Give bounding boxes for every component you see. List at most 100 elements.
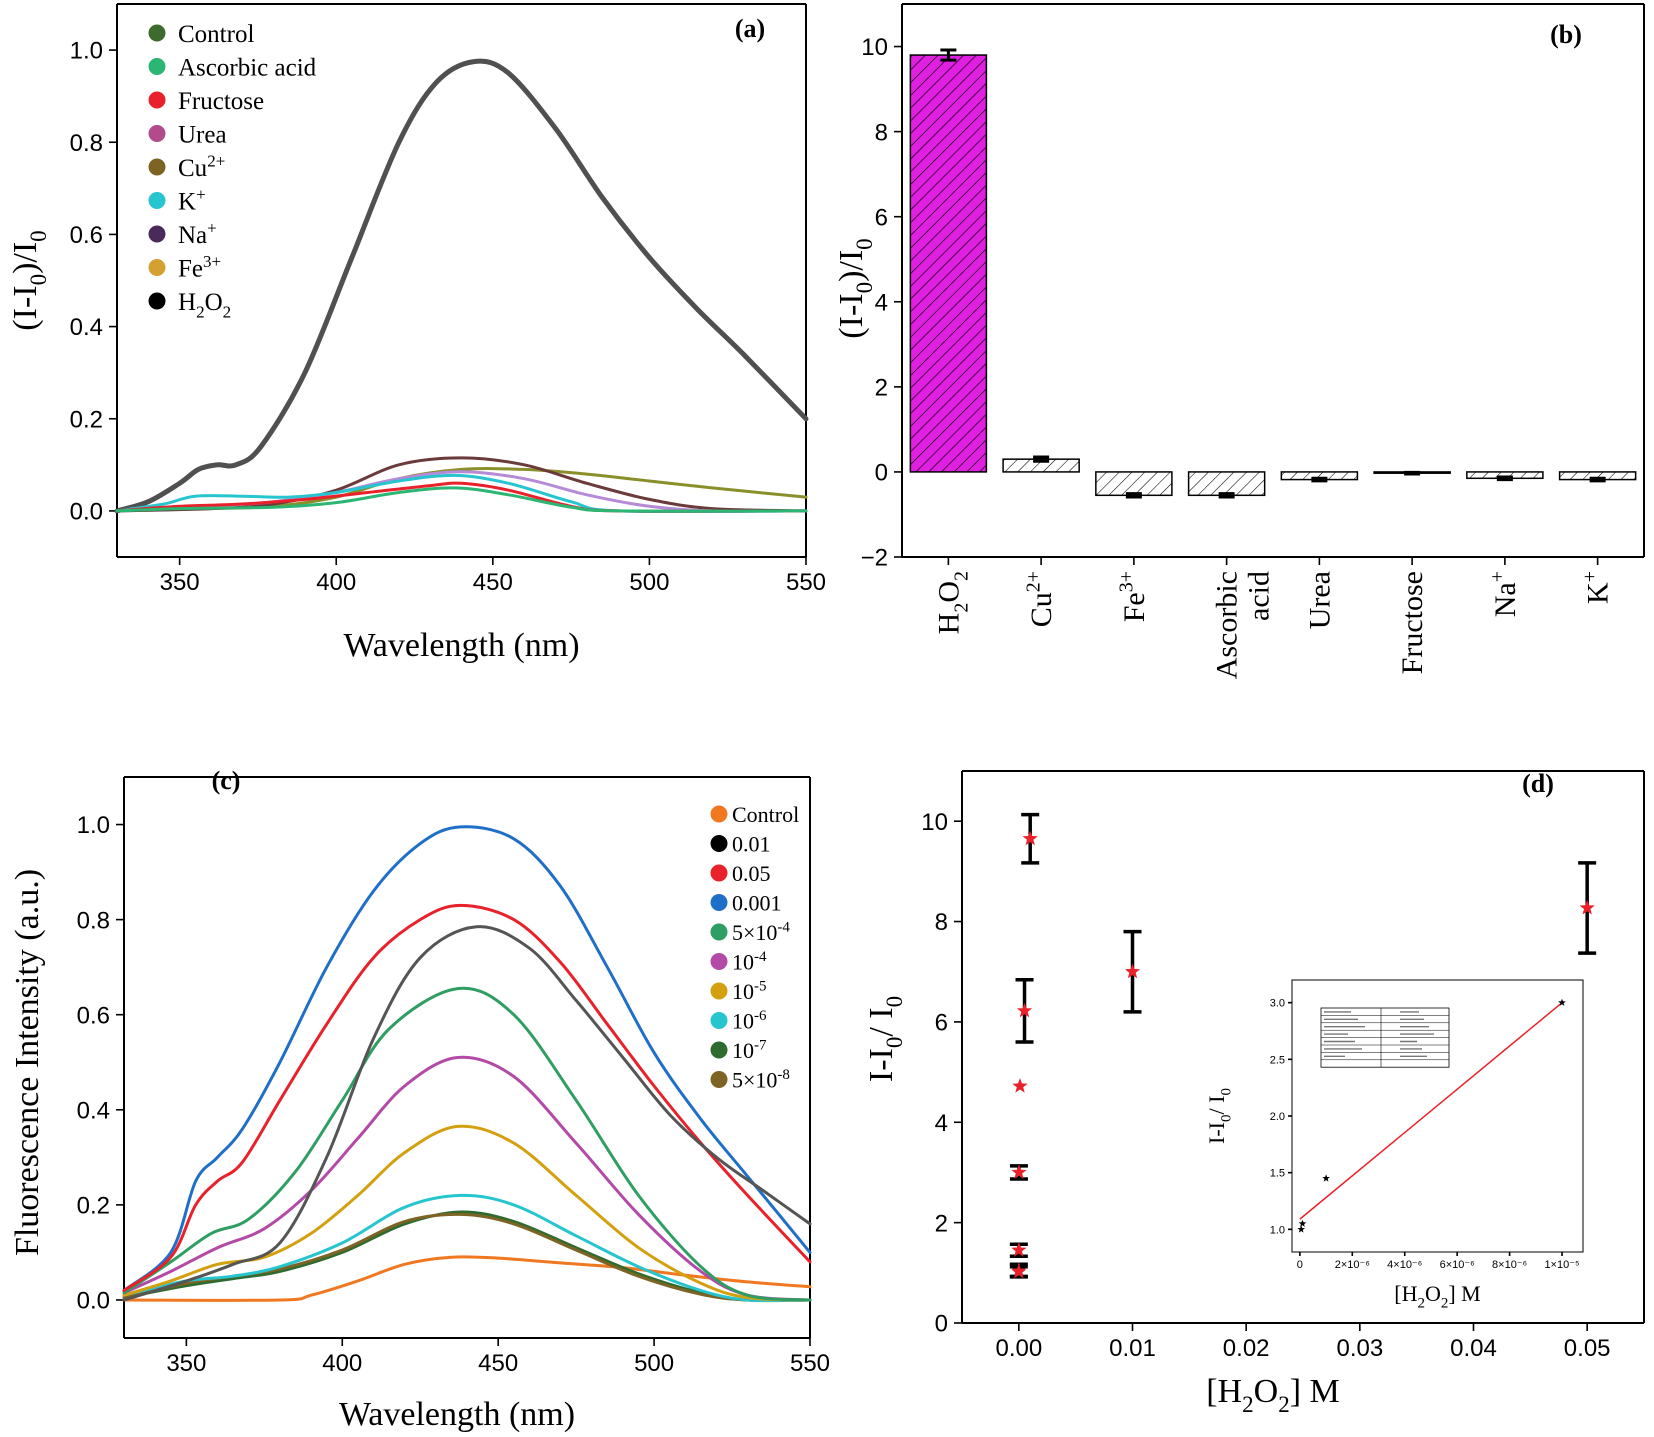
panel-c-legend-label-sup: -4 bbox=[754, 949, 767, 965]
panel-a-legend-label: Na+ bbox=[178, 219, 217, 250]
panel-b-ytick-label: −2 bbox=[861, 545, 888, 572]
panel-d-inset-x-axis-title-sub: 2 bbox=[1441, 1296, 1449, 1312]
panel-c-legend-label: 10-7 bbox=[732, 1038, 767, 1063]
panel-a-y-axis-title: (I-I0)/I0 bbox=[7, 230, 51, 330]
panel-b-ytick-label: 8 bbox=[875, 119, 888, 146]
panel-d-y-axis-title-sub: 0 bbox=[882, 1037, 907, 1049]
panel-b-ytick-label: 4 bbox=[875, 289, 888, 316]
panel-a-legend-label-sup: + bbox=[207, 219, 217, 238]
panel-a-ytick-label: 0.4 bbox=[70, 314, 103, 341]
panel-a-series-line bbox=[114, 58, 809, 514]
panel-a-y-axis-title-sub: 0 bbox=[26, 230, 51, 242]
panel-c-xtick-label: 550 bbox=[790, 1350, 830, 1377]
panel-d-data-point bbox=[1022, 830, 1038, 846]
panel-b-label: (b) bbox=[1550, 20, 1582, 49]
panel-c-ytick-label: 0.8 bbox=[77, 907, 110, 934]
panel-a-emission-spectra: 0.0 0.2 0.4 0.6 0.8 1.0 350 400 450 500 550 Control… bbox=[7, 3, 826, 664]
panel-d-inset-point bbox=[1558, 998, 1566, 1006]
panel-d-inset-y-axis-title-sub: 0 bbox=[1219, 1088, 1235, 1096]
panel-c-legend-marker bbox=[710, 982, 728, 1000]
panel-c-ytick-label: 0.0 bbox=[77, 1288, 110, 1315]
panel-a-legend-label: Urea bbox=[178, 122, 227, 149]
panel-a-legend-label: H2O2 bbox=[178, 289, 231, 322]
panel-c-legend-label: 0.01 bbox=[732, 832, 771, 857]
panel-a-ytick-label: 1.0 bbox=[70, 38, 103, 65]
panel-c-xtick-label: 400 bbox=[322, 1350, 362, 1377]
panel-d-inset-y-axis-title: I-I0/ I0 bbox=[1204, 1088, 1235, 1144]
panel-c-legend-label-sup: -7 bbox=[754, 1038, 767, 1054]
panel-c-legend-label-part: 10 bbox=[732, 1009, 754, 1034]
panel-a-legend-label-sup: + bbox=[196, 185, 206, 204]
panel-a-legend-marker bbox=[148, 292, 166, 310]
panel-d-label: (d) bbox=[1522, 769, 1554, 798]
panel-d-inset-y-axis-title-sub: 0 bbox=[1219, 1114, 1235, 1122]
panel-c-series-line bbox=[122, 1124, 812, 1302]
panel-a-legend-label-part: Na bbox=[178, 222, 207, 249]
panel-b-category-label-part: Fructose bbox=[1396, 571, 1429, 674]
panel-d-inset-xtick-label: 1×10⁻⁵ bbox=[1544, 1259, 1579, 1271]
panel-a-legend-marker bbox=[148, 24, 166, 42]
panel-c-legend-label-part: Control bbox=[732, 802, 799, 827]
panel-c-legend-label-sup: -8 bbox=[777, 1067, 790, 1083]
panel-a-legend-label: Control bbox=[178, 21, 254, 48]
panel-d-y-axis-title: I-I0/ I0 bbox=[863, 996, 907, 1082]
panel-b-category-label-line2: acid bbox=[1243, 571, 1276, 621]
panel-d-inset-x-axis-title-part: O bbox=[1425, 1281, 1441, 1306]
panel-b-category-label: Cu2+ bbox=[1023, 571, 1058, 627]
panel-c-legend-marker bbox=[710, 1012, 728, 1029]
panel-d-inset-y-axis-title-part: / I bbox=[1204, 1096, 1229, 1115]
panel-a-y-axis-title-part: )/I bbox=[7, 242, 44, 274]
panel-c-legend-label-part: 0.01 bbox=[732, 832, 771, 857]
panel-c-series-line bbox=[122, 925, 812, 1302]
panel-c-legend-label-part: 0.001 bbox=[732, 891, 782, 916]
panel-c-legend-label-sup: -5 bbox=[754, 979, 767, 995]
panel-c-legend-marker bbox=[710, 1071, 728, 1088]
panel-d-x-axis-title-sub: 2 bbox=[1278, 1392, 1290, 1417]
panel-d-inset-xtick-label: 2×10⁻⁶ bbox=[1335, 1259, 1370, 1271]
panel-d-inset-x-axis-title-part: ] M bbox=[1448, 1281, 1480, 1306]
panel-a-legend-marker bbox=[148, 225, 166, 243]
panel-d-data-point bbox=[1011, 1263, 1027, 1279]
panel-a-legend-marker bbox=[148, 125, 166, 142]
panel-b-category-label-sub: 2 bbox=[950, 603, 972, 613]
panel-c-legend-marker bbox=[710, 923, 728, 941]
panel-a-y-axis-title-sub: 0 bbox=[26, 274, 51, 286]
panel-a-legend-label-sup: 3+ bbox=[203, 252, 221, 271]
panel-d-inset-ytick-label: 3.0 bbox=[1270, 998, 1285, 1010]
panel-d-inset-point bbox=[1297, 1225, 1305, 1233]
panel-d-x-axis-title-part: O bbox=[1254, 1373, 1279, 1410]
panel-b-ytick-label: 0 bbox=[875, 460, 888, 487]
panel-a-y-axis-title-part: (I-I bbox=[7, 285, 44, 330]
panel-b-category-label-part: K bbox=[1582, 582, 1615, 604]
panel-c-legend-marker bbox=[710, 894, 728, 911]
panel-c-series-line bbox=[122, 903, 812, 1292]
panel-c-legend-marker bbox=[710, 835, 728, 852]
panel-c-ytick-label: 1.0 bbox=[77, 812, 110, 839]
panel-c-legend-label-part: 5×10 bbox=[732, 920, 777, 945]
panel-b-category-label-part: Cu bbox=[1025, 592, 1058, 627]
panel-b-category-label-part: Na bbox=[1489, 582, 1522, 617]
panel-a-x-axis-title: Wavelength (nm) bbox=[343, 627, 579, 664]
panel-b-category-label-sub: 2 bbox=[950, 571, 972, 581]
panel-d-data-point bbox=[1011, 1242, 1027, 1257]
panel-d-inset-point bbox=[1298, 1219, 1307, 1227]
panel-c-ytick-label: 0.6 bbox=[77, 1002, 110, 1029]
panel-a-legend-label-part: H bbox=[178, 289, 196, 316]
panel-a-legend-label-part: Control bbox=[178, 21, 254, 48]
panel-d-xtick-label: 0.01 bbox=[1109, 1335, 1156, 1362]
panel-d-xtick-label: 0.02 bbox=[1223, 1335, 1270, 1362]
panel-d-inset-point bbox=[1322, 1174, 1330, 1182]
panel-a-legend-label: Fe3+ bbox=[178, 252, 221, 283]
panel-d-xtick-label: 0.04 bbox=[1450, 1335, 1497, 1362]
panel-c-legend-label-part: 10 bbox=[732, 979, 754, 1004]
panel-d-x-axis-title-part: [H bbox=[1206, 1373, 1242, 1410]
panel-b-bar bbox=[909, 54, 988, 473]
panel-c-series-line bbox=[122, 825, 812, 1292]
panel-c-xtick-label: 500 bbox=[634, 1350, 674, 1377]
panel-d-x-axis-title-sub: 2 bbox=[1242, 1392, 1254, 1417]
panel-d-x-axis-title: [H2O2] M bbox=[1206, 1373, 1340, 1417]
panel-b-category-label-part: H bbox=[932, 613, 965, 635]
panel-c-legend-label-part: 0.05 bbox=[732, 861, 771, 886]
